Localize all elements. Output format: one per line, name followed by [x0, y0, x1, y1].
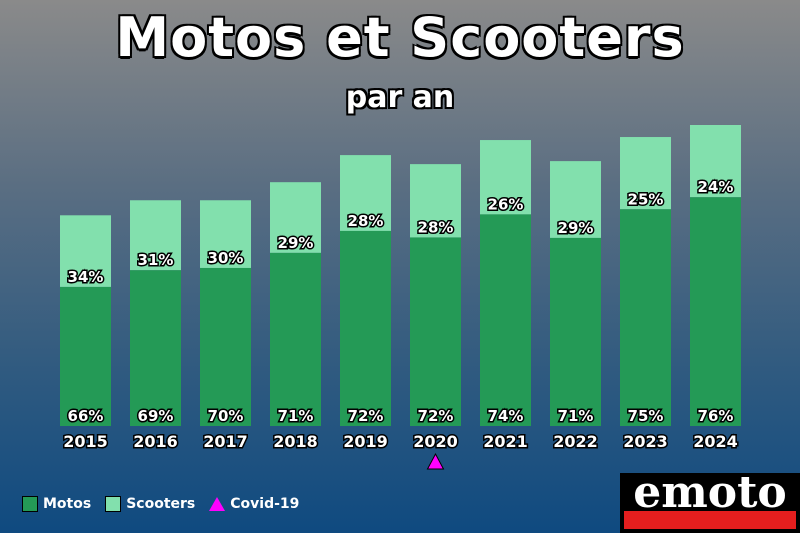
legend-item-covid: Covid-19 [209, 496, 299, 512]
bar-scooters-2021 [480, 140, 531, 215]
bar-motos-2022 [550, 237, 601, 426]
legend-swatch-scooters [105, 496, 122, 512]
legend-label-motos: Motos [43, 496, 92, 512]
bar-scooters-2016 [130, 200, 181, 271]
bar-scooters-2023 [620, 137, 671, 210]
x-tick-label-2023: 2023 [623, 432, 668, 451]
bar-scooters-2022 [550, 161, 601, 238]
data-label-motos-2019: 72% [348, 407, 384, 425]
data-label-motos-2021: 74% [488, 407, 524, 425]
logo-red-band [624, 511, 796, 529]
data-label-scooters-2016: 31% [138, 251, 174, 269]
x-tick-label-2021: 2021 [483, 432, 528, 451]
bar-motos-2015 [60, 286, 111, 426]
x-tick-label-2020: 2020 [413, 432, 458, 451]
data-label-motos-2020: 72% [418, 407, 454, 425]
data-label-scooters-2017: 30% [208, 249, 244, 267]
data-label-motos-2015: 66% [68, 407, 104, 425]
data-label-scooters-2018: 29% [278, 234, 314, 252]
bar-motos-2024 [690, 197, 741, 426]
data-label-motos-2024: 76% [698, 407, 734, 425]
bar-motos-2021 [480, 214, 531, 426]
x-tick-label-2017: 2017 [203, 432, 248, 451]
bar-motos-2019 [340, 230, 391, 426]
bar-motos-2023 [620, 209, 671, 426]
bar-scooters-2015 [60, 215, 111, 287]
data-label-scooters-2023: 25% [628, 190, 664, 208]
legend-item-motos: Motos [22, 496, 91, 512]
chart-subtitle: par an [345, 80, 455, 115]
legend-item-scooters: Scooters [105, 496, 195, 512]
data-label-scooters-2021: 26% [488, 195, 524, 213]
x-tick-label-2015: 2015 [63, 432, 108, 451]
legend-label-covid: Covid-19 [230, 496, 300, 512]
data-label-scooters-2024: 24% [698, 178, 734, 196]
data-label-scooters-2015: 34% [68, 268, 104, 286]
covid-marker-2020 [426, 452, 445, 470]
legend: Motos Scooters Covid-19 [22, 496, 313, 512]
bar-motos-2020 [410, 237, 461, 426]
emoto-logo[interactable]: emoto [620, 467, 800, 533]
logo-text: emoto [633, 467, 787, 518]
chart-title: Motos et Scooters [115, 6, 685, 69]
x-tick-label-2022: 2022 [553, 432, 598, 451]
bar-motos-2018 [270, 252, 321, 426]
legend-swatch-motos [22, 496, 38, 512]
bar-scooters-2020 [410, 164, 461, 238]
data-label-motos-2018: 71% [278, 407, 314, 425]
covid-triangle-icon [209, 497, 226, 511]
data-label-scooters-2020: 28% [418, 218, 454, 236]
data-label-scooters-2022: 29% [558, 219, 594, 237]
x-tick-label-2018: 2018 [273, 432, 318, 451]
legend-label-scooters: Scooters [126, 496, 196, 512]
data-label-motos-2023: 75% [628, 407, 664, 425]
data-label-motos-2017: 70% [208, 407, 244, 425]
bar-motos-2017 [200, 267, 251, 426]
data-label-motos-2016: 69% [138, 407, 174, 425]
x-tick-label-2019: 2019 [343, 432, 388, 451]
data-label-scooters-2019: 28% [348, 212, 384, 230]
x-tick-label-2024: 2024 [693, 432, 738, 451]
bar-scooters-2019 [340, 155, 391, 231]
bar-scooters-2017 [200, 200, 251, 268]
data-label-motos-2022: 71% [558, 407, 594, 425]
bar-scooters-2018 [270, 182, 321, 253]
bar-motos-2016 [130, 270, 181, 426]
bar-chart: 34% 66% 2015 31% 69% 2016 30% 70% 2017 29% 71% 2018… [60, 125, 741, 470]
x-tick-label-2016: 2016 [133, 432, 178, 451]
bar-scooters-2024 [690, 125, 741, 198]
